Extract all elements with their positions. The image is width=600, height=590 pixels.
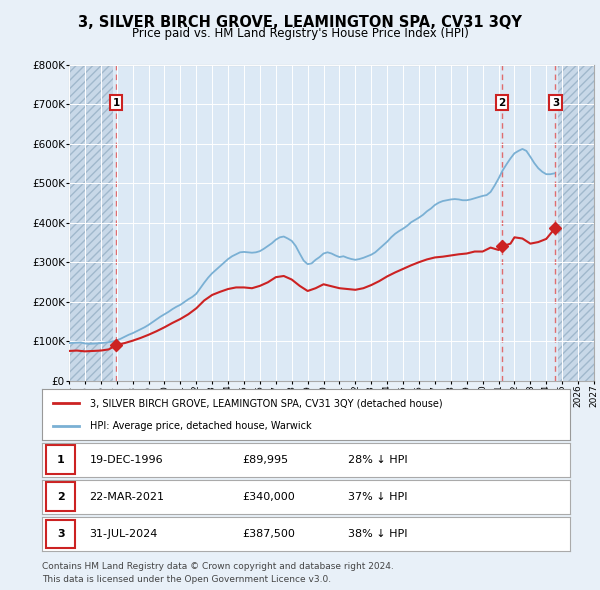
Text: 3: 3 bbox=[552, 98, 559, 108]
Bar bbox=[69, 65, 113, 381]
Text: 28% ↓ HPI: 28% ↓ HPI bbox=[348, 455, 408, 464]
Text: 2: 2 bbox=[57, 492, 65, 502]
FancyBboxPatch shape bbox=[46, 445, 75, 474]
FancyBboxPatch shape bbox=[46, 520, 75, 548]
Text: This data is licensed under the Open Government Licence v3.0.: This data is licensed under the Open Gov… bbox=[42, 575, 331, 584]
Text: 37% ↓ HPI: 37% ↓ HPI bbox=[348, 492, 408, 502]
Bar bbox=[558, 65, 594, 381]
Text: 3: 3 bbox=[57, 529, 65, 539]
Text: 22-MAR-2021: 22-MAR-2021 bbox=[89, 492, 164, 502]
Text: Price paid vs. HM Land Registry's House Price Index (HPI): Price paid vs. HM Land Registry's House … bbox=[131, 27, 469, 40]
Bar bbox=[69, 65, 113, 381]
Text: Contains HM Land Registry data © Crown copyright and database right 2024.: Contains HM Land Registry data © Crown c… bbox=[42, 562, 394, 571]
Text: 1: 1 bbox=[57, 455, 65, 464]
Text: 31-JUL-2024: 31-JUL-2024 bbox=[89, 529, 158, 539]
Bar bbox=[558, 65, 594, 381]
Text: 2: 2 bbox=[499, 98, 506, 108]
Text: 38% ↓ HPI: 38% ↓ HPI bbox=[348, 529, 408, 539]
Text: 1: 1 bbox=[113, 98, 120, 108]
Text: £340,000: £340,000 bbox=[242, 492, 295, 502]
Text: 3, SILVER BIRCH GROVE, LEAMINGTON SPA, CV31 3QY (detached house): 3, SILVER BIRCH GROVE, LEAMINGTON SPA, C… bbox=[89, 398, 442, 408]
Text: £387,500: £387,500 bbox=[242, 529, 296, 539]
Text: 19-DEC-1996: 19-DEC-1996 bbox=[89, 455, 163, 464]
Text: £89,995: £89,995 bbox=[242, 455, 289, 464]
FancyBboxPatch shape bbox=[46, 483, 75, 511]
Text: HPI: Average price, detached house, Warwick: HPI: Average price, detached house, Warw… bbox=[89, 421, 311, 431]
Text: 3, SILVER BIRCH GROVE, LEAMINGTON SPA, CV31 3QY: 3, SILVER BIRCH GROVE, LEAMINGTON SPA, C… bbox=[78, 15, 522, 30]
